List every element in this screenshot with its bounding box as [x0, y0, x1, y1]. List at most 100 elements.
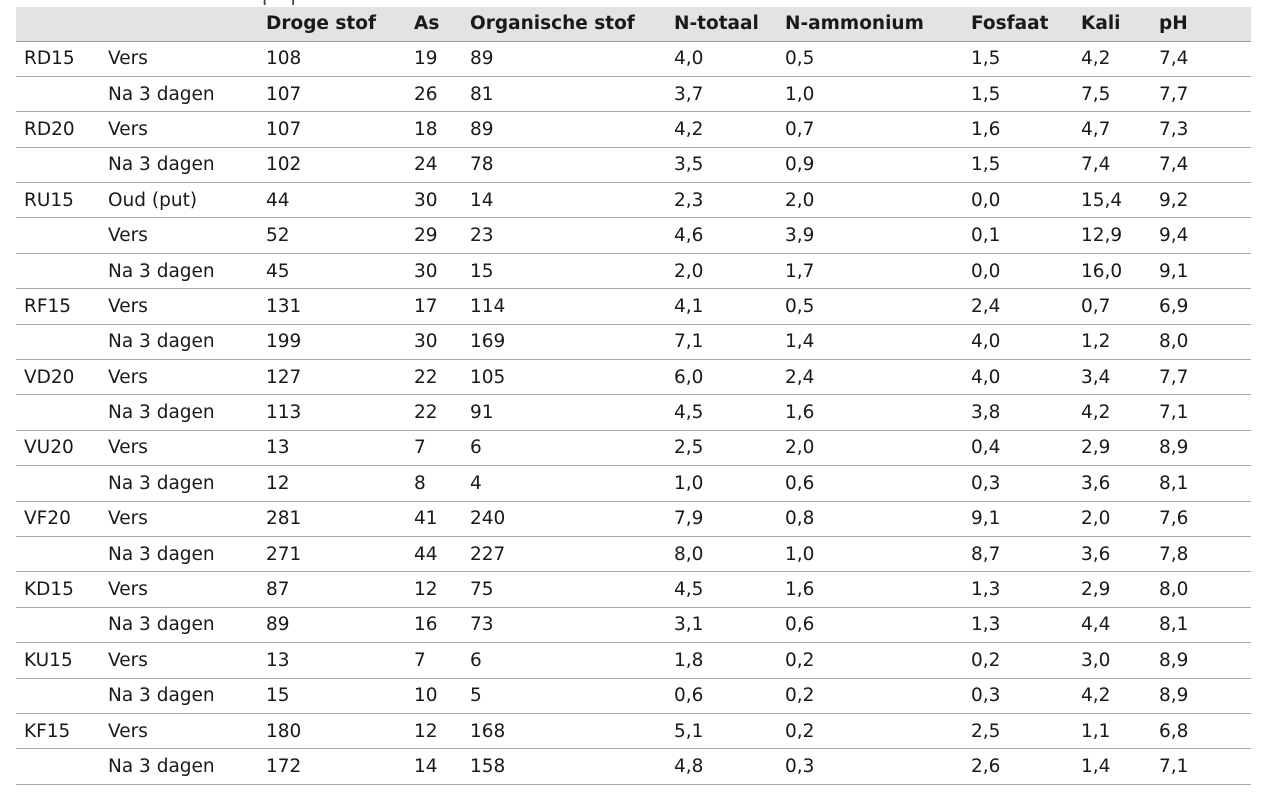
table-cell: 113: [258, 394, 406, 431]
table-cell: 281: [258, 501, 406, 537]
table-cell: Vers: [100, 501, 258, 537]
table-cell: 2,9: [1073, 430, 1151, 467]
table-row: Na 3 dagen 271 44 227 8,0 1,0 8,7 3,6 7,8: [16, 536, 1251, 573]
table-cell: 3,8: [963, 394, 1073, 431]
table-row: VD20 Vers 127 22 105 6,0 2,4 4,0 3,4 7,7: [16, 359, 1251, 396]
table-cell: 4,2: [1073, 394, 1151, 431]
table-cell: 7,1: [1151, 394, 1251, 431]
table-cell: Vers: [100, 713, 258, 750]
cropped-caption-fragment: (…): [262, 0, 402, 5]
table-cell: 1,2: [1073, 324, 1151, 361]
table-cell: 89: [462, 41, 666, 77]
table-row: RF15 Vers 131 17 114 4,1 0,5 2,4 0,7 6,9: [16, 288, 1251, 325]
table-cell: 44: [406, 536, 462, 573]
table-cell: 4,8: [666, 748, 777, 785]
table-cell: 1,3: [963, 571, 1073, 608]
table-cell: [16, 76, 100, 113]
table-cell: 78: [462, 147, 666, 184]
table-row: KU15 Vers 13 7 6 1,8 0,2 0,2 3,0 8,9: [16, 642, 1251, 679]
table-cell: 3,1: [666, 607, 777, 644]
table-cell: 1,6: [777, 571, 963, 608]
table-cell: KU15: [16, 642, 100, 679]
table-cell: 107: [258, 76, 406, 113]
column-header: Organische stof: [462, 7, 666, 42]
column-header: N-totaal: [666, 7, 777, 42]
table-cell: 81: [462, 76, 666, 113]
table-cell: 1,3: [963, 607, 1073, 644]
table-row: Na 3 dagen 89 16 73 3,1 0,6 1,3 4,4 8,1: [16, 607, 1251, 644]
table-cell: 7,8: [1151, 536, 1251, 573]
table-cell: 4,4: [1073, 607, 1151, 644]
column-header: Droge stof: [258, 7, 406, 42]
table-cell: 1,5: [963, 76, 1073, 113]
table-cell: 19: [406, 41, 462, 77]
table-cell: 30: [406, 324, 462, 361]
table-cell: RU15: [16, 182, 100, 219]
table-cell: 2,3: [666, 182, 777, 219]
table-cell: 1,0: [777, 536, 963, 573]
table-cell: 15,4: [1073, 182, 1151, 219]
table-cell: [16, 536, 100, 573]
table-cell: [16, 607, 100, 644]
table-cell: RD15: [16, 41, 100, 77]
table-cell: 105: [462, 359, 666, 396]
table-cell: 7,1: [666, 324, 777, 361]
table-cell: Na 3 dagen: [100, 465, 258, 502]
table-cell: 9,4: [1151, 217, 1251, 254]
table-cell: 5,1: [666, 713, 777, 750]
table-row: RU15 Oud (put) 44 30 14 2,3 2,0 0,0 15,4 9,2: [16, 182, 1251, 219]
table-cell: 14: [462, 182, 666, 219]
table-cell: 1,5: [963, 41, 1073, 77]
table-cell: 7,5: [1073, 76, 1151, 113]
table-cell: 0,2: [777, 678, 963, 714]
table-row: Na 3 dagen 199 30 169 7,1 1,4 4,0 1,2 8,0: [16, 324, 1251, 361]
table-cell: 0,4: [963, 430, 1073, 467]
table-cell: Na 3 dagen: [100, 147, 258, 184]
table-cell: 7,3: [1151, 111, 1251, 148]
table-cell: 4,6: [666, 217, 777, 254]
table-cell: 13: [258, 430, 406, 467]
table-cell: 14: [406, 748, 462, 785]
table-cell: KF15: [16, 713, 100, 750]
table-cell: Vers: [100, 111, 258, 148]
table-cell: [16, 217, 100, 254]
table-cell: 89: [258, 607, 406, 644]
table-cell: 7: [406, 642, 462, 679]
table-cell: 0,2: [777, 713, 963, 750]
table-cell: 6,0: [666, 359, 777, 396]
table-cell: Na 3 dagen: [100, 324, 258, 361]
table-cell: 30: [406, 182, 462, 219]
table-cell: 0,2: [777, 642, 963, 679]
column-header: As: [406, 7, 462, 42]
table-cell: Vers: [100, 359, 258, 396]
table-cell: 4,5: [666, 394, 777, 431]
table-cell: 0,6: [777, 465, 963, 502]
column-header: Kali: [1073, 7, 1151, 42]
table-row: Vers 52 29 23 4,6 3,9 0,1 12,9 9,4: [16, 217, 1251, 254]
table-cell: 0,8: [777, 501, 963, 537]
table-cell: 2,0: [777, 430, 963, 467]
table-cell: 1,7: [777, 253, 963, 290]
table-cell: 127: [258, 359, 406, 396]
table-cell: 8,0: [1151, 324, 1251, 361]
table-cell: 1,6: [777, 394, 963, 431]
table-cell: KD15: [16, 571, 100, 608]
table-cell: 0,3: [963, 465, 1073, 502]
table-cell: 7,7: [1151, 359, 1251, 396]
table-cell: 240: [462, 501, 666, 537]
table-cell: 3,9: [777, 217, 963, 254]
table-cell: 7,6: [1151, 501, 1251, 537]
table-cell: 1,6: [963, 111, 1073, 148]
table-cell: Na 3 dagen: [100, 394, 258, 431]
table-cell: 89: [462, 111, 666, 148]
table-row: Na 3 dagen 107 26 81 3,7 1,0 1,5 7,5 7,7: [16, 76, 1251, 113]
table-cell: 8,9: [1151, 678, 1251, 714]
table-cell: 0,9: [777, 147, 963, 184]
table-cell: 0,6: [777, 607, 963, 644]
table-cell: 0,7: [1073, 288, 1151, 325]
table-cell: 12: [406, 713, 462, 750]
table-body: RD15 Vers 108 19 89 4,0 0,5 1,5 4,2 7,4 Na 3 dagen…: [16, 41, 1251, 785]
table-cell: Vers: [100, 571, 258, 608]
table-row: Na 3 dagen 172 14 158 4,8 0,3 2,6 1,4 7,1: [16, 748, 1251, 785]
table-cell: Na 3 dagen: [100, 748, 258, 785]
